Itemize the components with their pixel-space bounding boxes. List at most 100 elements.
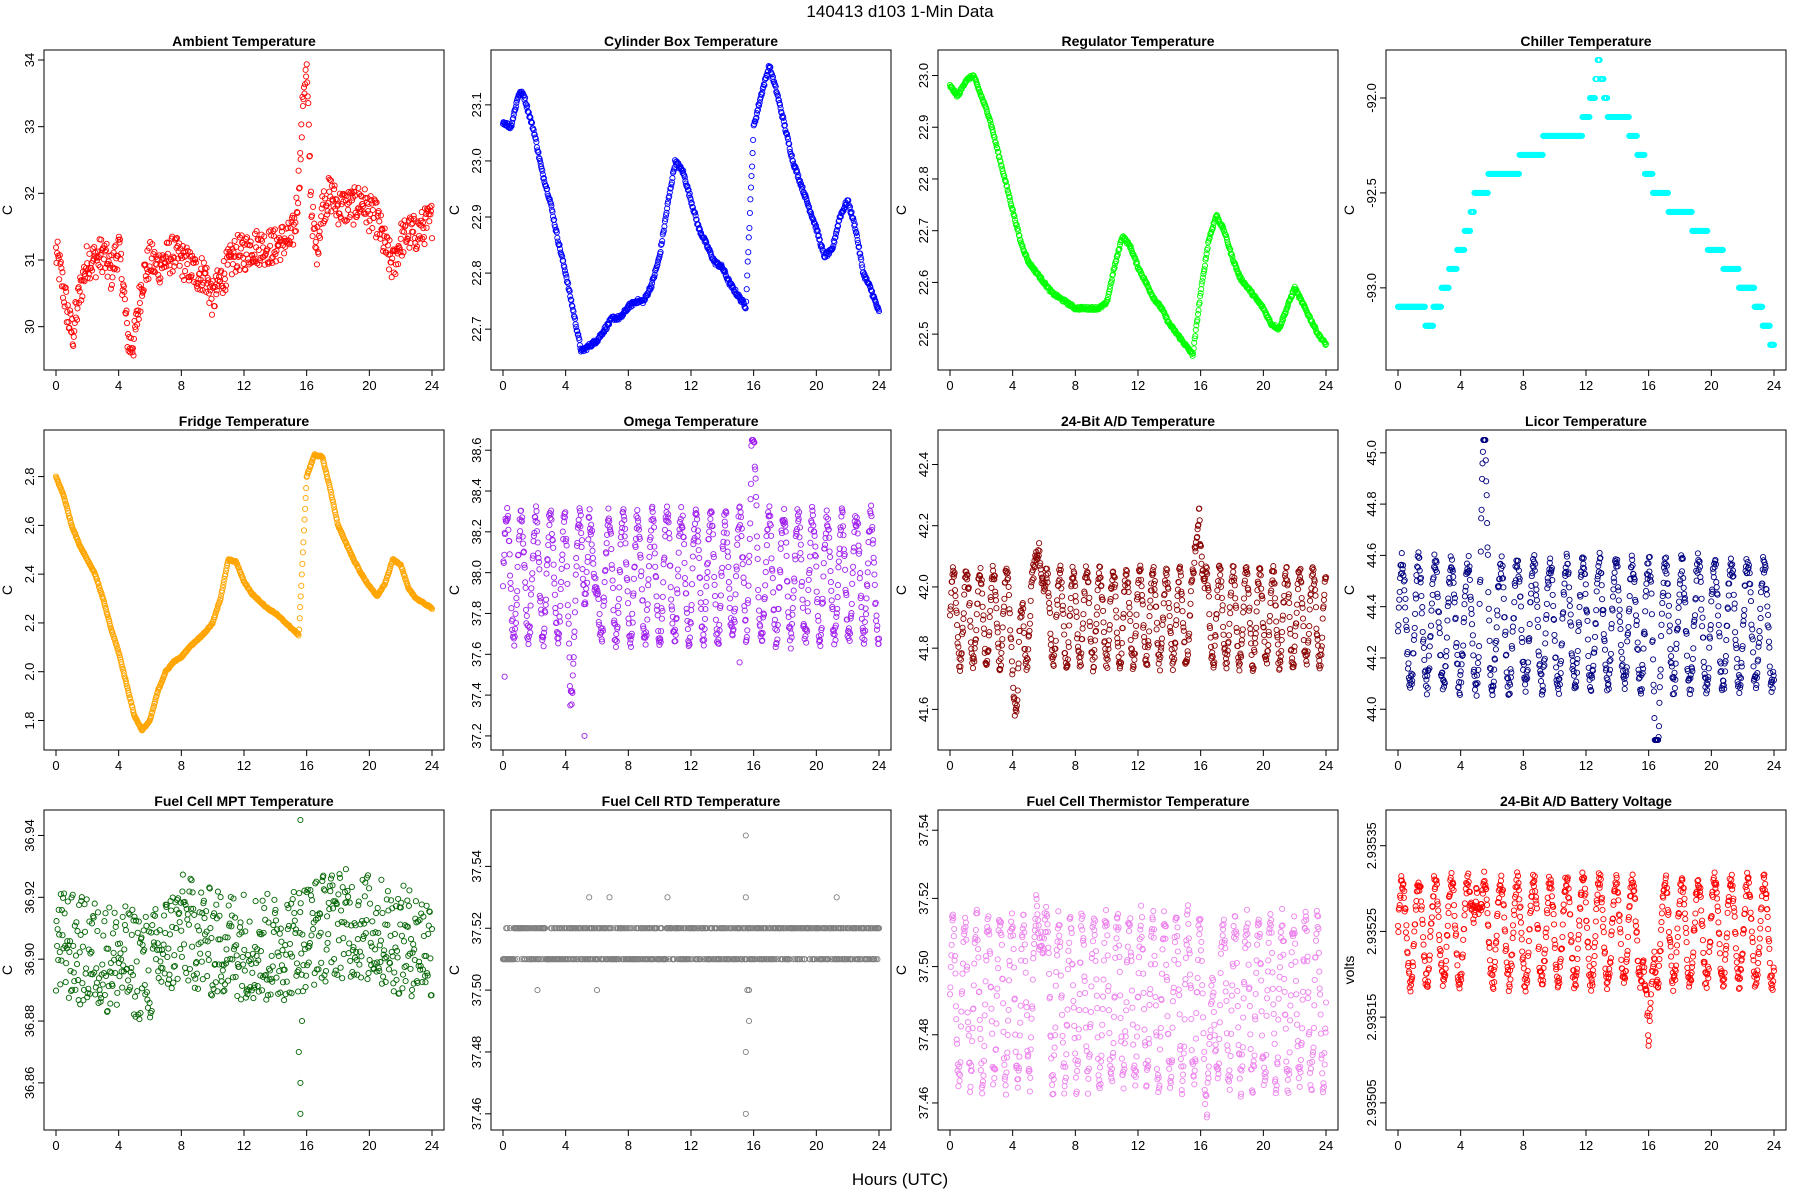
data-point: [807, 539, 814, 546]
data-point: [101, 248, 108, 255]
data-point: [56, 252, 63, 259]
data-point: [1093, 620, 1100, 628]
data-point: [537, 157, 544, 164]
data-point: [542, 183, 550, 190]
data-point: [755, 102, 763, 109]
data-point: [136, 283, 143, 290]
data-point: [1086, 594, 1093, 601]
y-tick-label: 2.0: [22, 663, 37, 681]
data-point: [751, 121, 758, 128]
data-point: [684, 626, 691, 633]
data-point: [1015, 638, 1023, 645]
data-point: [294, 209, 301, 216]
data-point: [732, 591, 739, 598]
data-point: [75, 284, 82, 291]
data-point: [644, 601, 651, 608]
data-point: [754, 544, 761, 551]
y-tick-label: 38.4: [469, 478, 484, 503]
data-point: [360, 203, 367, 210]
data-point: [194, 285, 201, 292]
data-point: [745, 582, 752, 589]
data-point: [645, 582, 652, 589]
data-point: [361, 186, 368, 193]
data-point: [405, 233, 412, 240]
data-point: [726, 604, 733, 611]
data-point: [557, 602, 564, 609]
plot-title: 24-Bit A/D Temperature: [1061, 413, 1215, 429]
data-point: [320, 188, 327, 195]
data-point: [255, 236, 262, 244]
data-point: [281, 250, 288, 257]
data-point: [555, 640, 562, 647]
data-point: [752, 475, 759, 482]
data-point: [787, 645, 794, 652]
data-point: [689, 565, 696, 572]
data-point: [297, 149, 304, 157]
data-point: [248, 251, 255, 259]
data-point: [305, 100, 312, 107]
data-point: [661, 218, 668, 225]
data-point: [127, 335, 134, 342]
data-point: [700, 642, 707, 649]
data-point: [377, 212, 384, 219]
data-point: [74, 305, 81, 312]
data-point: [798, 556, 805, 563]
x-tick-label: 24: [872, 758, 886, 773]
data-point: [601, 579, 608, 586]
plot-title: Cylinder Box Temperature: [604, 33, 778, 49]
data-point: [747, 520, 754, 527]
data-point: [753, 533, 760, 540]
data-point: [805, 576, 812, 583]
data-point: [712, 616, 719, 623]
data-point: [137, 281, 145, 289]
x-tick-label: 20: [362, 758, 376, 773]
data-point: [857, 570, 864, 577]
data-point: [386, 237, 393, 244]
data-point: [967, 617, 974, 624]
data-point: [745, 559, 752, 566]
data-point: [70, 333, 77, 340]
data-point: [768, 555, 775, 562]
data-point: [398, 252, 405, 259]
data-point: [111, 243, 118, 250]
data-point: [625, 600, 632, 607]
data-point: [971, 645, 978, 652]
y-tick-label: 22.8: [916, 166, 931, 191]
data-point: [1077, 662, 1084, 669]
data-point: [609, 577, 616, 584]
data-point: [237, 245, 245, 252]
data-point: [836, 550, 843, 558]
data-point: [790, 587, 797, 594]
data-point: [815, 232, 822, 239]
x-tick-label: 0: [946, 378, 953, 393]
data-point: [92, 249, 99, 256]
data-point: [969, 665, 977, 672]
y-tick-label: 42.0: [916, 574, 931, 599]
data-point: [383, 249, 390, 256]
data-point: [706, 246, 713, 253]
data-point: [104, 273, 111, 280]
data-point: [753, 114, 760, 121]
data-point: [510, 115, 517, 122]
data-point: [118, 250, 125, 257]
data-point: [716, 621, 723, 628]
data-point: [797, 541, 804, 548]
data-point: [58, 265, 65, 272]
data-point: [221, 275, 228, 283]
x-tick-label: 20: [809, 378, 823, 393]
data-point: [798, 578, 806, 586]
y-tick-label: 22.7: [469, 317, 484, 342]
data-point: [663, 209, 670, 216]
data-point: [119, 287, 126, 294]
data-point: [558, 579, 565, 586]
data-point: [252, 258, 259, 265]
data-point: [662, 215, 669, 222]
data-point: [313, 261, 320, 268]
data-point: [506, 551, 513, 558]
data-point: [697, 589, 704, 597]
data-point: [586, 506, 593, 513]
y-tick-label: 38.0: [469, 560, 484, 585]
data-point: [744, 258, 751, 265]
